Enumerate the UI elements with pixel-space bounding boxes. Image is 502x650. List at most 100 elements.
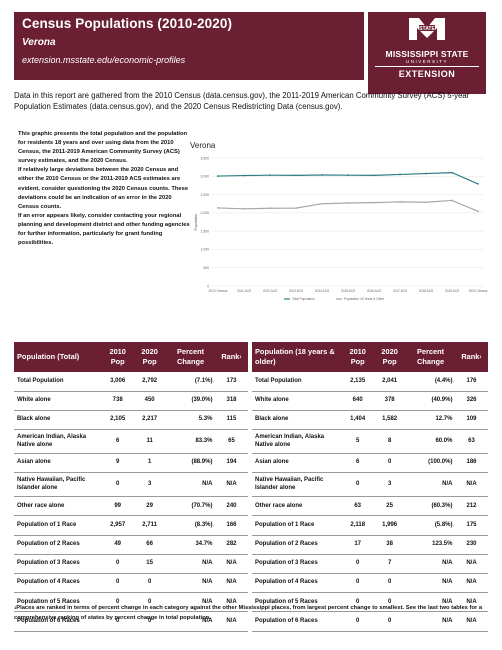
y-axis-label: Population bbox=[194, 214, 198, 231]
data-point bbox=[217, 207, 219, 209]
report-title: Census Populations (2010-2020) bbox=[22, 16, 233, 31]
row-label: Black alone bbox=[14, 410, 102, 431]
table-cell: 123.5% bbox=[405, 535, 456, 555]
table-cell: N/A bbox=[165, 611, 216, 632]
footnote-mark: 1 bbox=[14, 605, 17, 610]
table-row: White alone 640 378 (40.9%) 326 bbox=[252, 391, 488, 411]
table-row: Population of 2 Races 17 38 123.5% 230 bbox=[252, 535, 488, 555]
t1-header-rank-label: Rank bbox=[221, 352, 240, 361]
data-point bbox=[347, 174, 349, 177]
table-row: Native Hawaiian, Pacific Islander alone 0… bbox=[252, 472, 488, 498]
table-cell: 3 bbox=[373, 472, 406, 498]
row-label: Other race alone bbox=[14, 496, 102, 517]
table-cell: 83.3% bbox=[165, 429, 216, 455]
table-cell: 240 bbox=[215, 496, 248, 517]
t1-header-rank: Rank1 bbox=[215, 342, 249, 372]
table-row: Population of 3 Races 0 15 N/A N/A bbox=[14, 554, 248, 575]
table-cell: 2,135 bbox=[341, 372, 374, 392]
data-point bbox=[451, 199, 453, 202]
table-cell: N/A bbox=[215, 573, 248, 594]
table-cell: 109 bbox=[455, 410, 488, 431]
table-cell: N/A bbox=[165, 472, 216, 498]
footnote-text: Places are ranked in terms of percent ch… bbox=[14, 605, 483, 621]
table-cell: 0 bbox=[133, 592, 166, 613]
table-cell: 0 bbox=[101, 592, 134, 613]
table-cell: 230 bbox=[455, 535, 488, 555]
x-tick-label: 2015 ACS bbox=[341, 289, 355, 293]
row-label: Population of 1 Race bbox=[14, 515, 102, 536]
data-point bbox=[243, 207, 245, 210]
table-row: Population of 4 Races 0 0 N/A N/A bbox=[14, 573, 248, 594]
data-point bbox=[295, 174, 297, 177]
table-cell: 0 bbox=[341, 472, 374, 498]
data-point bbox=[451, 171, 453, 174]
table-row: Population of 5 Races 0 0 N/A N/A bbox=[252, 592, 488, 613]
table-cell: 0 bbox=[341, 554, 374, 575]
table-row: Population of 4 Races 0 0 N/A N/A bbox=[252, 573, 488, 594]
table-cell: N/A bbox=[215, 554, 248, 575]
table-row: Total Population 3,006 2,792 (7.1%) 173 bbox=[14, 372, 248, 392]
table-cell: 173 bbox=[215, 372, 248, 392]
x-tick-label: 2018 ACS bbox=[419, 289, 433, 293]
y-tick-label: 500 bbox=[203, 266, 209, 270]
row-label: Population of 1 Race bbox=[252, 515, 342, 536]
footnote-marker: 1 bbox=[479, 354, 482, 359]
total-population-table: Population (Total) 2010 Pop 2020 Pop Per… bbox=[14, 342, 249, 632]
table-cell: (100.0%) bbox=[405, 453, 456, 474]
t1-header-2020: 2020 Pop bbox=[133, 342, 167, 372]
table-cell: 29 bbox=[133, 496, 166, 517]
table-cell: (39.0%) bbox=[165, 391, 216, 411]
table-cell: 3 bbox=[133, 472, 166, 498]
table-cell: 1,582 bbox=[373, 410, 406, 431]
data-point bbox=[373, 201, 375, 204]
footnote-marker: 1 bbox=[239, 354, 242, 359]
footnote: 1Places are ranked in terms of percent c… bbox=[14, 603, 490, 623]
data-point bbox=[373, 174, 375, 177]
legend-label: Population 18 Years & Older bbox=[344, 297, 385, 301]
table-cell: (60.3%) bbox=[405, 496, 456, 517]
y-tick-label: 0 bbox=[207, 284, 209, 288]
x-tick-label: 2019 ACS bbox=[445, 289, 459, 293]
table-cell: 212 bbox=[455, 496, 488, 517]
table-row: Population of 6 Races 0 0 N/A N/A bbox=[14, 611, 248, 632]
data-point bbox=[477, 182, 479, 185]
report-url[interactable]: extension.msstate.edu/economic-profiles bbox=[22, 55, 186, 65]
row-label: Total Population bbox=[252, 372, 342, 392]
row-label: Population of 6 Races bbox=[14, 611, 102, 632]
table-cell: 65 bbox=[215, 429, 248, 455]
table-cell: 99 bbox=[101, 496, 134, 517]
row-label: Black alone bbox=[252, 410, 342, 431]
data-point bbox=[399, 173, 401, 176]
population-line-chart: Verona Population 0 500 1,000 1,500 2,000 2,500… bbox=[190, 141, 488, 301]
table-cell: 15 bbox=[133, 554, 166, 575]
table-cell: 378 bbox=[373, 391, 406, 411]
table-cell: (70.7%) bbox=[165, 496, 216, 517]
table-cell: 0 bbox=[341, 611, 374, 632]
table-cell: 25 bbox=[373, 496, 406, 517]
table-cell: N/A bbox=[455, 592, 488, 613]
row-label: Population of 3 Races bbox=[14, 554, 102, 575]
table-cell: (5.8%) bbox=[405, 515, 456, 536]
table-cell: 38 bbox=[373, 535, 406, 555]
table-cell: 2,957 bbox=[101, 515, 134, 536]
table-row: Population of 1 Race 2,118 1,996 (5.8%) 175 bbox=[252, 515, 488, 536]
row-label: Population of 4 Races bbox=[14, 573, 102, 594]
title-band: Census Populations (2010-2020) Verona ex… bbox=[14, 12, 364, 80]
t2-header-category: Population (18 years & older) bbox=[252, 342, 343, 372]
x-tick-label: 2012 ACS bbox=[263, 289, 277, 293]
table-cell: 6 bbox=[341, 453, 374, 474]
row-label: Other race alone bbox=[252, 496, 342, 517]
report-header: Census Populations (2010-2020) Verona ex… bbox=[0, 12, 502, 94]
y-tick-label: 1,000 bbox=[201, 248, 210, 252]
sidebar-notes: This graphic presents the total populati… bbox=[18, 130, 190, 248]
y-tick-label: 2,500 bbox=[201, 193, 210, 197]
x-tick-label: 2010 Census bbox=[209, 289, 228, 293]
row-label: American Indian, Alaska Native alone bbox=[252, 429, 342, 455]
table-cell: 1,404 bbox=[341, 410, 374, 431]
x-tick-label: 2011 ACS bbox=[237, 289, 251, 293]
table-cell: 282 bbox=[215, 535, 248, 555]
table-row: Asian alone 9 1 (88.9%) 194 bbox=[14, 453, 248, 474]
table-cell: 1 bbox=[133, 453, 166, 474]
table-row: White alone 738 450 (39.0%) 318 bbox=[14, 391, 248, 411]
table-cell: N/A bbox=[405, 611, 456, 632]
